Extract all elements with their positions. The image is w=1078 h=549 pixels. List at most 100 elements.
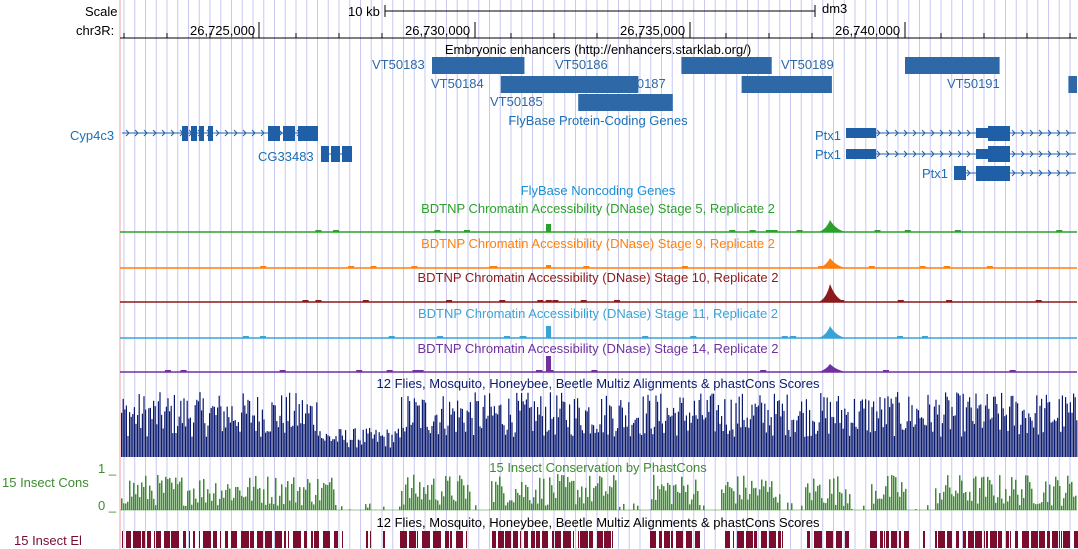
multiz-bar xyxy=(295,393,297,457)
multiz-bar xyxy=(1029,417,1031,457)
multiz-bar xyxy=(1025,418,1027,457)
multiz-bar xyxy=(321,438,323,457)
multiz-bar xyxy=(231,406,233,457)
multiz-bar xyxy=(393,442,395,457)
phastcons-bar xyxy=(761,479,763,510)
multiz-bar xyxy=(697,418,699,457)
phastcons-bar xyxy=(655,499,657,510)
elements-side-label[interactable]: 15 Insect El xyxy=(14,533,82,548)
multiz-bar xyxy=(733,436,735,457)
multiz-bar xyxy=(778,400,780,457)
multiz-bar xyxy=(181,423,183,457)
multiz-bar xyxy=(796,420,798,457)
gene-label-cyp4c3[interactable]: Cyp4c3 xyxy=(70,128,115,143)
multiz-bar xyxy=(967,401,969,457)
conserved-element xyxy=(505,531,511,548)
multiz-bar xyxy=(257,397,259,457)
gene-label-ptx1-b[interactable]: Ptx1 xyxy=(815,147,842,162)
phastcons-bar xyxy=(151,490,153,510)
phastcons-bar xyxy=(537,503,539,510)
gene-label-ptx1-c[interactable]: Ptx1 xyxy=(922,166,949,181)
multiz-bar xyxy=(327,435,329,457)
strand-arrow xyxy=(939,150,944,158)
phastcons-bar xyxy=(125,503,127,510)
multiz-bar xyxy=(489,393,491,457)
multiz-bar xyxy=(513,436,515,457)
dnase-bump xyxy=(681,266,688,268)
conserved-element xyxy=(524,531,528,548)
enhancer-label-vt50185[interactable]: VT50185 xyxy=(490,94,543,109)
multiz-bar xyxy=(167,398,169,457)
enhancer-label-vt50189[interactable]: VT50189 xyxy=(781,57,834,72)
phastcons-bar xyxy=(455,501,457,510)
phastcons-bar xyxy=(541,498,543,510)
phastcons-bar xyxy=(365,504,367,510)
phastcons-bar xyxy=(153,498,155,510)
phastcons-bar xyxy=(703,505,705,510)
phastcons-bar xyxy=(951,494,953,510)
phastcons-bar xyxy=(1065,492,1067,510)
multiz-bar xyxy=(426,426,428,457)
conserved-element xyxy=(213,531,217,548)
multiz-bar xyxy=(978,405,980,457)
phastcons-bar xyxy=(1025,475,1027,510)
dnase-bump xyxy=(434,230,441,232)
multiz-bar xyxy=(485,418,487,457)
multiz-bar xyxy=(570,434,572,457)
phastcons-bar xyxy=(1063,498,1065,510)
conserved-element xyxy=(122,531,123,548)
gene-label-cg33483[interactable]: CG33483 xyxy=(258,149,314,164)
phastcons-bar xyxy=(291,483,293,510)
multiz-bar xyxy=(1045,394,1047,457)
enhancer-label-vt50187[interactable]: VT50187 xyxy=(613,76,666,91)
phastcons-bar xyxy=(877,498,879,510)
enhancer-label-vt50183[interactable]: VT50183 xyxy=(372,57,425,72)
phastcons-bar xyxy=(787,502,789,510)
multiz-bar xyxy=(781,403,783,457)
phastcons-bar xyxy=(601,477,603,510)
multiz-bar xyxy=(228,417,230,457)
phastcons-bar xyxy=(755,487,757,510)
gene-label-ptx1-a[interactable]: Ptx1 xyxy=(815,128,842,143)
multiz-bar xyxy=(980,404,982,457)
conserved-element xyxy=(573,531,574,548)
phastcons-bar xyxy=(619,506,621,510)
phastcons-bar xyxy=(879,498,881,510)
enhancer-label-vt50186[interactable]: VT50186 xyxy=(555,57,608,72)
phastcons-bar xyxy=(519,495,521,510)
dnase-bump xyxy=(943,266,950,268)
multiz-bar xyxy=(1060,431,1062,457)
multiz-bar xyxy=(916,408,918,457)
multiz-bar xyxy=(335,436,337,457)
enhancer-label-vt50191[interactable]: VT50191 xyxy=(947,76,1000,91)
multiz-bar xyxy=(276,421,278,457)
enhancer-label-vt50184[interactable]: VT50184 xyxy=(431,76,484,91)
multiz-bar xyxy=(842,428,844,457)
phastcons-bar xyxy=(611,487,613,510)
phastcons-bar xyxy=(427,485,429,510)
multiz-bar xyxy=(799,411,801,457)
conserved-element xyxy=(311,531,313,548)
phastcons-bar xyxy=(445,476,447,510)
dnase-bump xyxy=(954,230,961,232)
phastcons-bar xyxy=(417,496,419,510)
phastcons-bar xyxy=(435,499,437,510)
multiz-bar xyxy=(557,417,559,457)
multiz-bar xyxy=(505,434,507,457)
multiz-bar xyxy=(962,393,964,457)
multiz-bar xyxy=(1009,406,1011,457)
phastcons-bar xyxy=(561,474,563,510)
multiz-bar xyxy=(929,404,931,457)
multiz-bar xyxy=(903,429,905,457)
multiz-bar xyxy=(961,436,963,457)
phastcons-side-label[interactable]: 15 Insect Cons xyxy=(2,475,89,490)
dnase-bump xyxy=(771,230,778,232)
multiz-bar xyxy=(717,404,719,457)
multiz-bar xyxy=(316,402,318,457)
multiz-bar xyxy=(1036,395,1038,457)
dnase-peak xyxy=(818,258,846,268)
phastcons-bar xyxy=(591,501,593,510)
multiz-bar xyxy=(433,421,435,457)
